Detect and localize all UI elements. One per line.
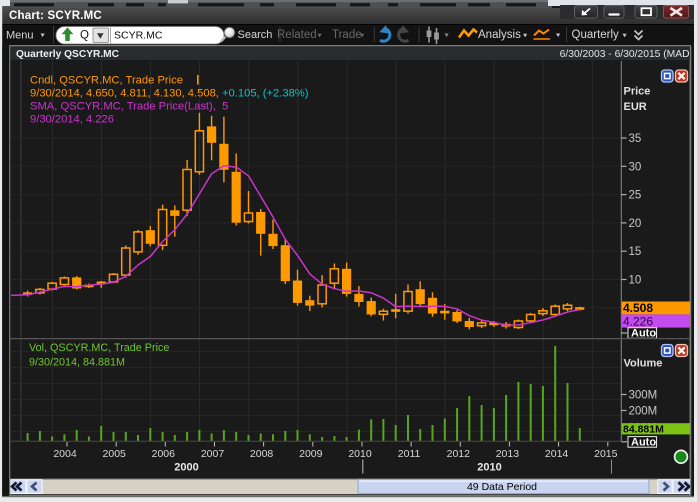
svg-text:2008: 2008 (250, 448, 274, 460)
svg-text:Auto: Auto (631, 328, 656, 340)
svg-text:35: 35 (629, 133, 642, 145)
svg-text:9/30/2014, 4.650, 4.811, 4.130: 9/30/2014, 4.650, 4.811, 4.130, 4.508, +… (30, 88, 309, 100)
svg-text:Trade: Trade (332, 29, 362, 41)
svg-text:2010: 2010 (348, 448, 372, 460)
svg-text:6/30/2003 - 6/30/2015 (MAD): 6/30/2003 - 6/30/2015 (MAD) (560, 49, 693, 60)
svg-text:Search: Search (238, 29, 273, 41)
svg-text:Vol, QSCYR.MC, Trade Price: Vol, QSCYR.MC, Trade Price (29, 342, 169, 354)
svg-text:Menu: Menu (6, 30, 34, 42)
svg-text:2012: 2012 (447, 448, 471, 460)
svg-text:2005: 2005 (103, 448, 127, 460)
svg-text:200M: 200M (629, 406, 658, 418)
svg-text:15: 15 (629, 246, 642, 258)
svg-text:SCYR.MC: SCYR.MC (114, 30, 163, 42)
svg-text:4.508: 4.508 (623, 301, 653, 315)
svg-text:9/30/2014, 84.881M: 9/30/2014, 84.881M (29, 357, 125, 369)
svg-text:25: 25 (629, 190, 642, 202)
svg-text:EUR: EUR (624, 101, 647, 113)
svg-text:Q: Q (80, 30, 89, 42)
svg-text:2000: 2000 (174, 462, 198, 474)
svg-text:Price: Price (624, 86, 651, 98)
svg-text:20: 20 (629, 218, 642, 230)
svg-text:2004: 2004 (53, 448, 77, 460)
svg-text:2014: 2014 (545, 448, 569, 460)
svg-text:Chart: SCYR.MC: Chart: SCYR.MC (9, 10, 102, 22)
svg-text:Auto: Auto (631, 437, 656, 449)
svg-text:2013: 2013 (496, 448, 520, 460)
svg-text:Related: Related (277, 29, 317, 41)
svg-text:9/30/2014, 4.226: 9/30/2014, 4.226 (30, 114, 114, 126)
svg-text:2010: 2010 (477, 462, 501, 474)
svg-text:Quarterly QSCYR.MC: Quarterly QSCYR.MC (16, 49, 120, 60)
svg-text:300M: 300M (629, 390, 658, 402)
svg-text:4.226: 4.226 (623, 314, 653, 328)
svg-text:2009: 2009 (299, 448, 323, 460)
svg-text:Analysis: Analysis (478, 29, 521, 41)
svg-text:2011: 2011 (398, 448, 421, 460)
svg-text:Quarterly: Quarterly (572, 29, 620, 41)
svg-text:49 Data Period: 49 Data Period (467, 481, 537, 493)
svg-text:Volume: Volume (624, 358, 663, 370)
svg-text:2015: 2015 (594, 448, 618, 460)
svg-text:10: 10 (629, 275, 642, 287)
svg-text:2006: 2006 (152, 448, 176, 460)
svg-text:84.881M: 84.881M (623, 423, 664, 435)
svg-text:Cndl, QSCYR.MC, Trade Price: Cndl, QSCYR.MC, Trade Price (30, 75, 183, 87)
svg-text:2007: 2007 (201, 448, 225, 460)
svg-text:30: 30 (629, 161, 642, 173)
svg-text:SMA, QSCYR.MC, Trade Price(Las: SMA, QSCYR.MC, Trade Price(Last), 5 (30, 101, 228, 113)
